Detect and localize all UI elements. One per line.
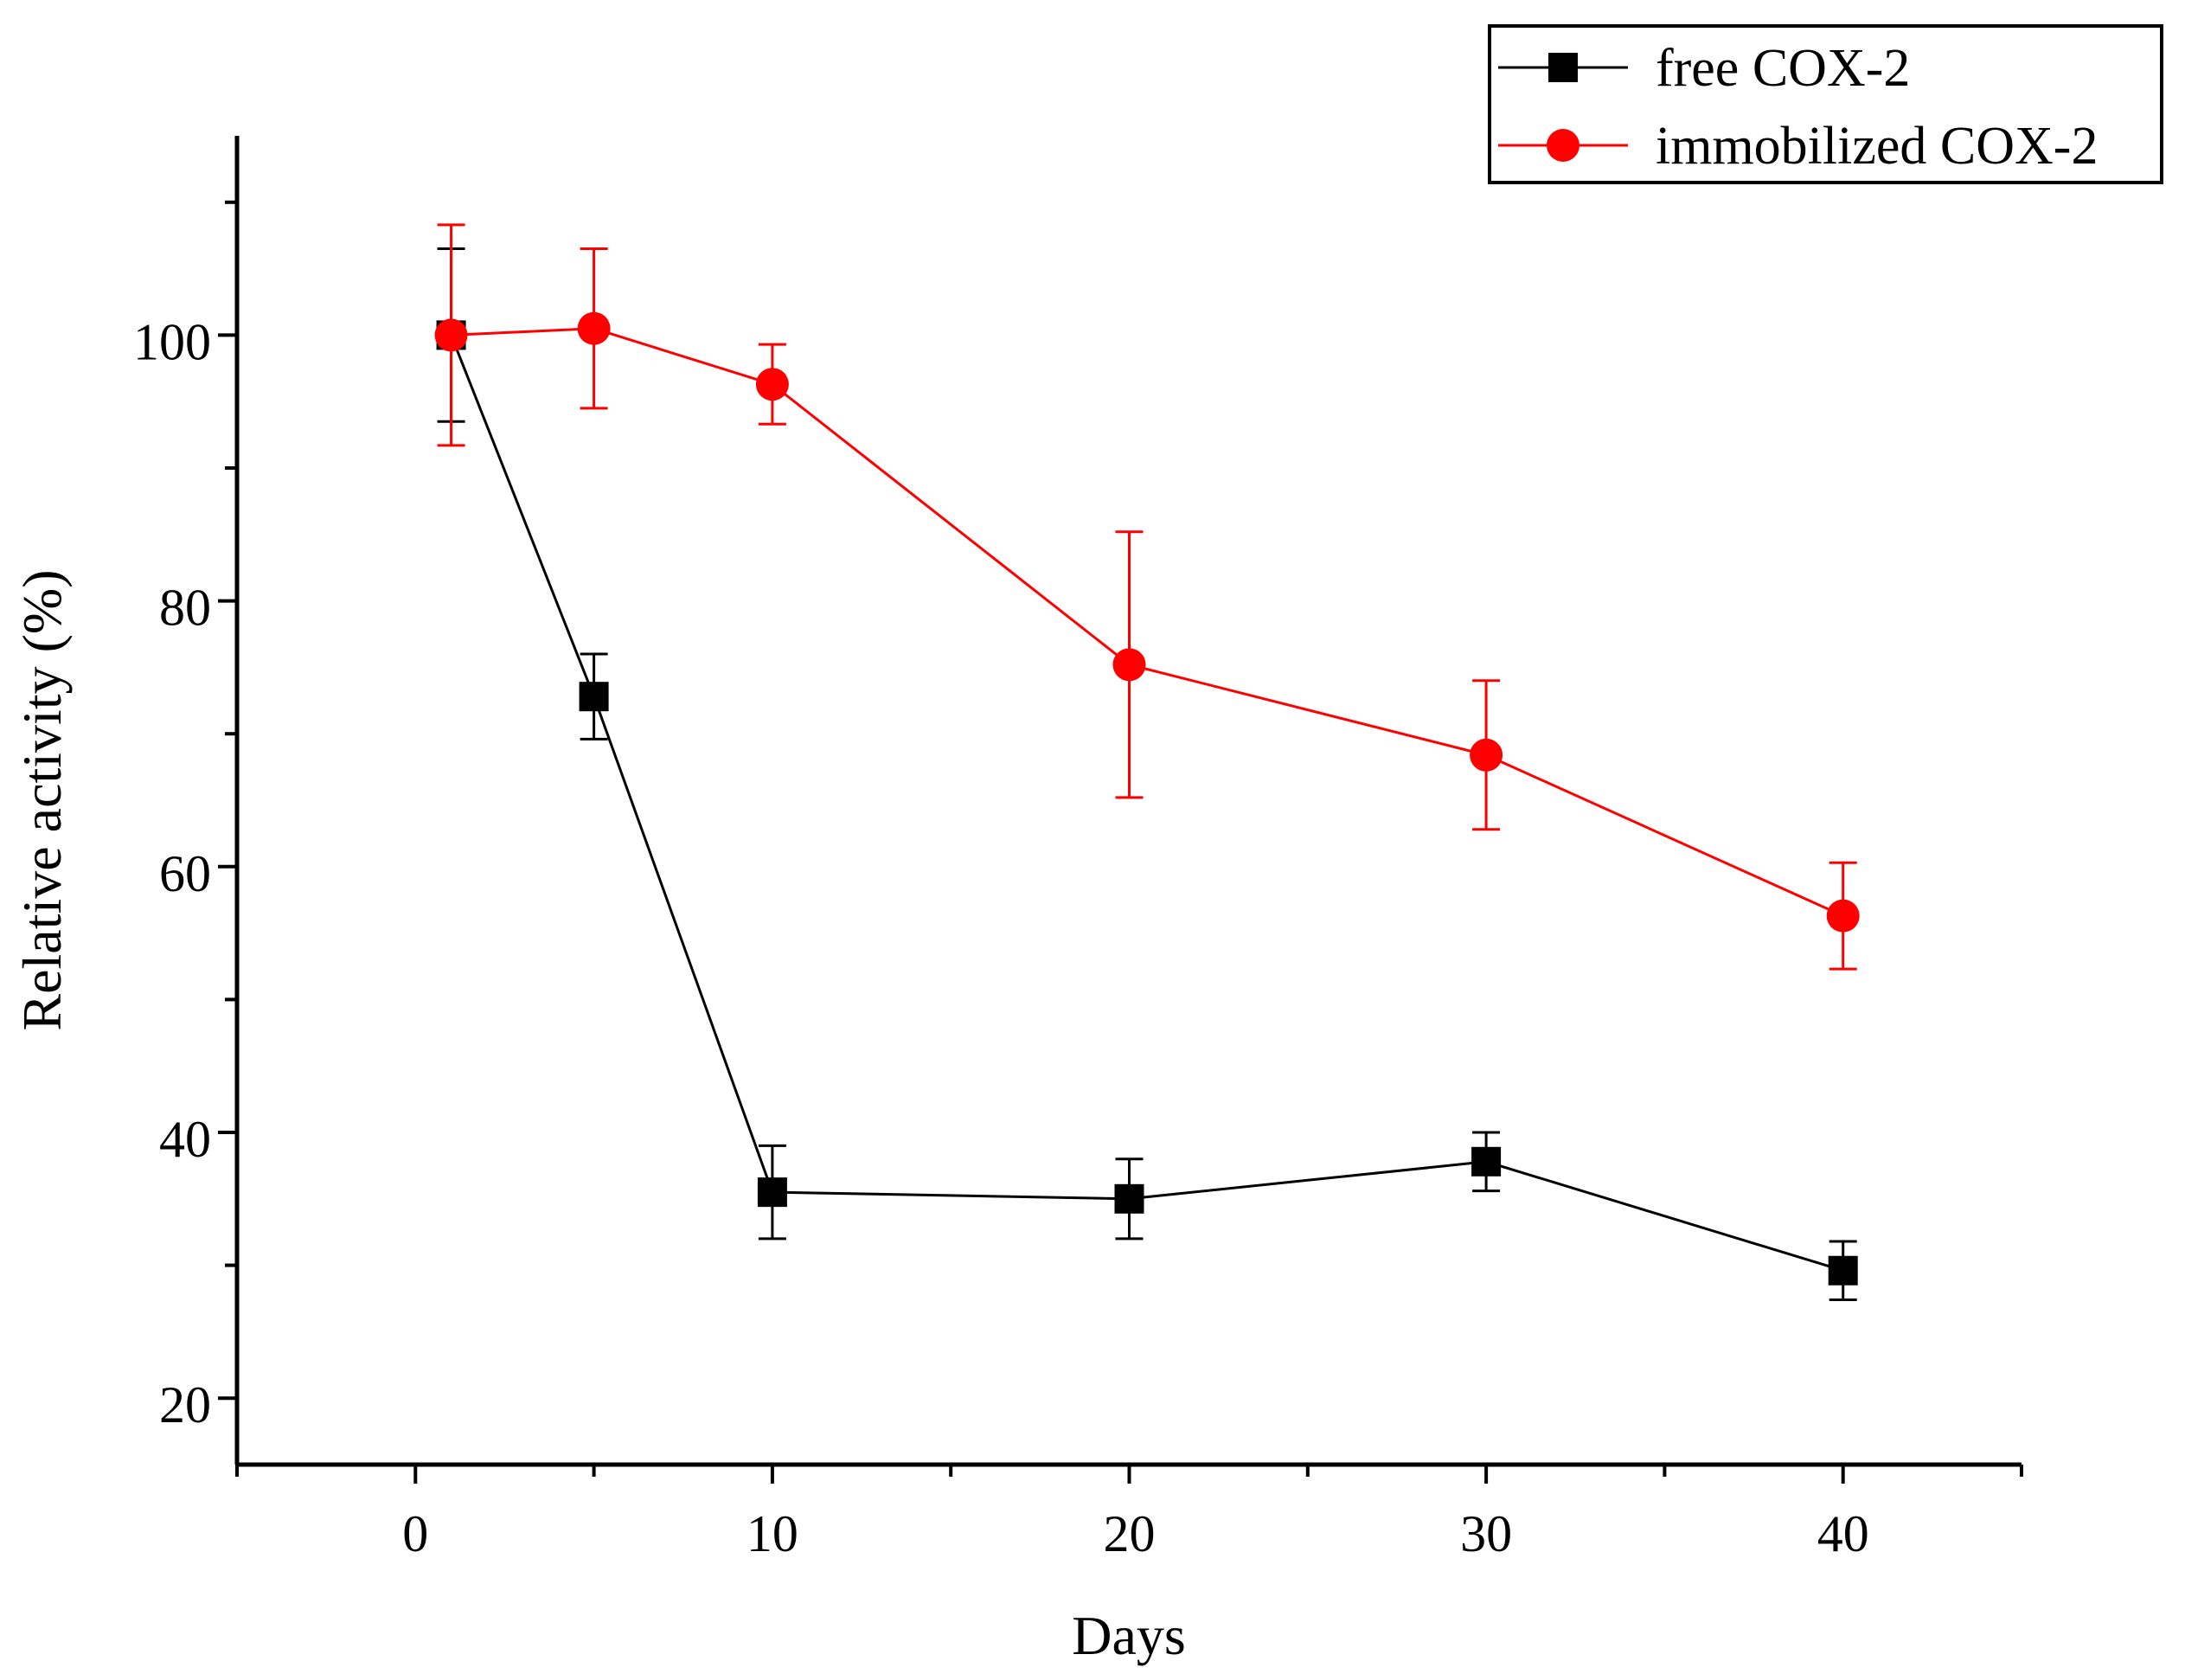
legend-box bbox=[1488, 24, 2163, 184]
axes bbox=[234, 136, 2022, 1467]
data-point bbox=[757, 1177, 787, 1208]
y-ticks bbox=[218, 200, 237, 1401]
y-tick-label: 60 bbox=[159, 845, 211, 902]
y-axis-title: Relative activity (%) bbox=[11, 569, 73, 1030]
legend-label-immobilized-cox2: immobilized COX-2 bbox=[1656, 117, 2098, 176]
x-tick-labels: 0 10 20 30 40 bbox=[402, 1505, 1868, 1562]
x-tick-label: 10 bbox=[746, 1505, 798, 1562]
data-point bbox=[1828, 1255, 1858, 1286]
x-ticks bbox=[235, 1465, 2023, 1484]
data-point bbox=[1114, 1183, 1144, 1214]
y-tick-label: 80 bbox=[159, 580, 211, 637]
series-line bbox=[451, 327, 1844, 917]
x-tick-label: 40 bbox=[1817, 1505, 1869, 1562]
x-tick-label: 20 bbox=[1104, 1505, 1156, 1562]
data-point bbox=[1112, 648, 1146, 682]
legend-label-free-cox2: free COX-2 bbox=[1656, 39, 1910, 98]
legend: free COX-2 immobilized COX-2 bbox=[1488, 24, 2163, 184]
series-line bbox=[450, 334, 1844, 1273]
data-point bbox=[1470, 738, 1503, 772]
legend-marker-square bbox=[1548, 53, 1578, 82]
data-point bbox=[1826, 899, 1860, 933]
data-point bbox=[755, 368, 789, 401]
y-tick-label: 20 bbox=[159, 1376, 211, 1433]
x-axis-title: Days bbox=[1072, 1605, 1186, 1666]
data-point bbox=[434, 318, 468, 352]
x-tick-label: 30 bbox=[1460, 1505, 1512, 1562]
data-point bbox=[579, 682, 609, 712]
series-layer bbox=[434, 223, 1860, 1302]
series-immobilized-cox-2 bbox=[434, 223, 1860, 971]
y-tick-label: 40 bbox=[159, 1111, 211, 1168]
data-point bbox=[1471, 1146, 1502, 1177]
y-tick-label: 100 bbox=[133, 313, 211, 370]
series-free-cox-2 bbox=[436, 247, 1858, 1302]
data-point bbox=[577, 311, 611, 345]
x-tick-label: 0 bbox=[402, 1505, 428, 1562]
y-tick-labels: 20 40 60 80 100 bbox=[133, 313, 211, 1433]
legend-marker-circle bbox=[1547, 129, 1579, 162]
